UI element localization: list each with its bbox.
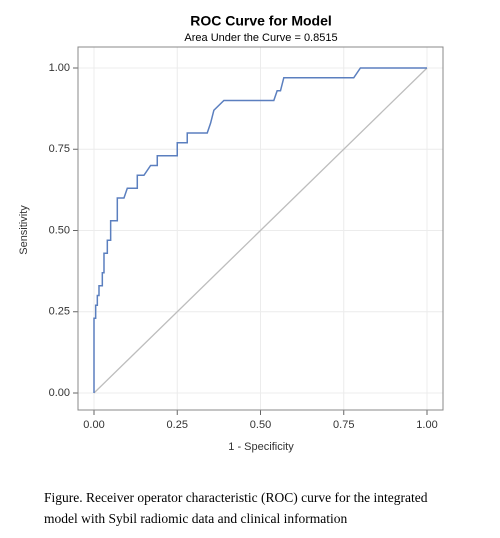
caption-line: Figure. Receiver operator characteristic… bbox=[44, 490, 428, 505]
x-tick-label: 0.25 bbox=[167, 419, 188, 431]
plot-frame bbox=[77, 46, 444, 411]
y-tick-label: 0.75 bbox=[49, 143, 70, 155]
y-tick-label: 0.50 bbox=[49, 224, 70, 236]
caption-line: model with Sybil radiomic data and clini… bbox=[44, 511, 348, 526]
y-tick-label: 0.00 bbox=[49, 387, 70, 399]
chart-subtitle: Area Under the Curve = 0.8515 bbox=[184, 32, 337, 44]
roc-curve bbox=[93, 67, 427, 393]
caption: Figure. Receiver operator characteristic… bbox=[44, 487, 427, 529]
x-tick-label: 0.50 bbox=[250, 419, 271, 431]
y-tick-label: 0.25 bbox=[49, 306, 70, 318]
x-tick-label: 0.00 bbox=[83, 419, 104, 431]
reference-line bbox=[93, 67, 428, 394]
y-axis-label: Sensitivity bbox=[18, 205, 30, 255]
x-tick-label: 1.00 bbox=[416, 419, 437, 431]
chart: ROC Curve for Model Area Under the Curve… bbox=[18, 13, 444, 453]
x-tick-label: 0.75 bbox=[333, 419, 354, 431]
x-axis-label: 1 - Specificity bbox=[228, 441, 294, 453]
y-tick-label: 1.00 bbox=[49, 62, 70, 74]
chart-title: ROC Curve for Model bbox=[190, 13, 332, 29]
